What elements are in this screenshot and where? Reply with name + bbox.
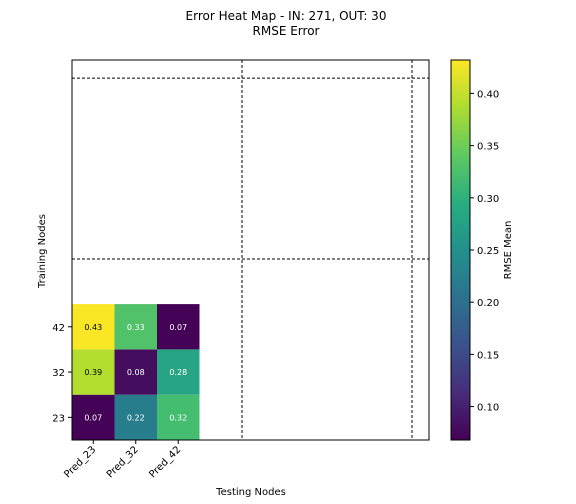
colorbar-label: RMSE Mean	[503, 221, 514, 280]
cell-value-label: 0.28	[169, 368, 187, 377]
y-ticks: 23 32 42	[52, 323, 72, 424]
cell-value-label: 0.08	[127, 368, 145, 377]
x-ticks: Pred_23 Pred_32 Pred_42	[62, 440, 183, 480]
x-tick-label: Pred_32	[105, 444, 141, 480]
heatmap-cells: 0.07 0.22 0.32 0.39 0.08 0.28 0.43 0.33 0.07	[72, 304, 200, 440]
heatmap-cell	[72, 394, 115, 440]
x-tick-label: Pred_23	[62, 444, 98, 480]
cell-value-label: 0.07	[84, 413, 102, 422]
y-tick-label: 23	[52, 413, 65, 424]
heatmap-cell	[72, 349, 115, 395]
colorbar-tick-label: 0.30	[477, 194, 499, 205]
chart-subtitle: RMSE Error	[253, 24, 320, 38]
y-tick-label: 32	[52, 368, 65, 379]
heatmap-cell	[157, 304, 200, 350]
colorbar-tick-label: 0.15	[477, 350, 499, 361]
x-tick-label: Pred_42	[147, 444, 183, 480]
heatmap-cell	[114, 349, 157, 395]
chart-title: Error Heat Map - IN: 271, OUT: 30	[186, 9, 387, 23]
heatmap-cell	[114, 304, 157, 350]
cell-value-label: 0.33	[127, 323, 145, 332]
colorbar-tick-label: 0.25	[477, 246, 499, 257]
cell-value-label: 0.32	[169, 413, 187, 422]
colorbar-tick-label: 0.10	[477, 403, 499, 414]
cell-value-label: 0.07	[169, 323, 187, 332]
heatmap-cell	[114, 394, 157, 440]
y-tick-label: 42	[52, 323, 65, 334]
plot-frame	[71, 59, 430, 441]
y-axis-label: Training Nodes	[37, 214, 48, 289]
colorbar	[450, 59, 471, 441]
x-axis-label: Testing Nodes	[215, 487, 286, 498]
cell-value-label: 0.22	[127, 413, 145, 422]
heatmap-cell	[157, 349, 200, 395]
colorbar-tick-label: 0.20	[477, 298, 499, 309]
colorbar-ticks: 0.10 0.15 0.20 0.25 0.30 0.35 0.40	[470, 89, 499, 414]
cell-value-label: 0.43	[84, 323, 102, 332]
colorbar-tick-label: 0.40	[477, 89, 499, 100]
heatmap-cell	[157, 394, 200, 440]
cell-value-label: 0.39	[84, 368, 102, 377]
heatmap-cell	[72, 304, 115, 350]
dashed-separators	[72, 60, 429, 440]
colorbar-tick-label: 0.35	[477, 142, 499, 153]
